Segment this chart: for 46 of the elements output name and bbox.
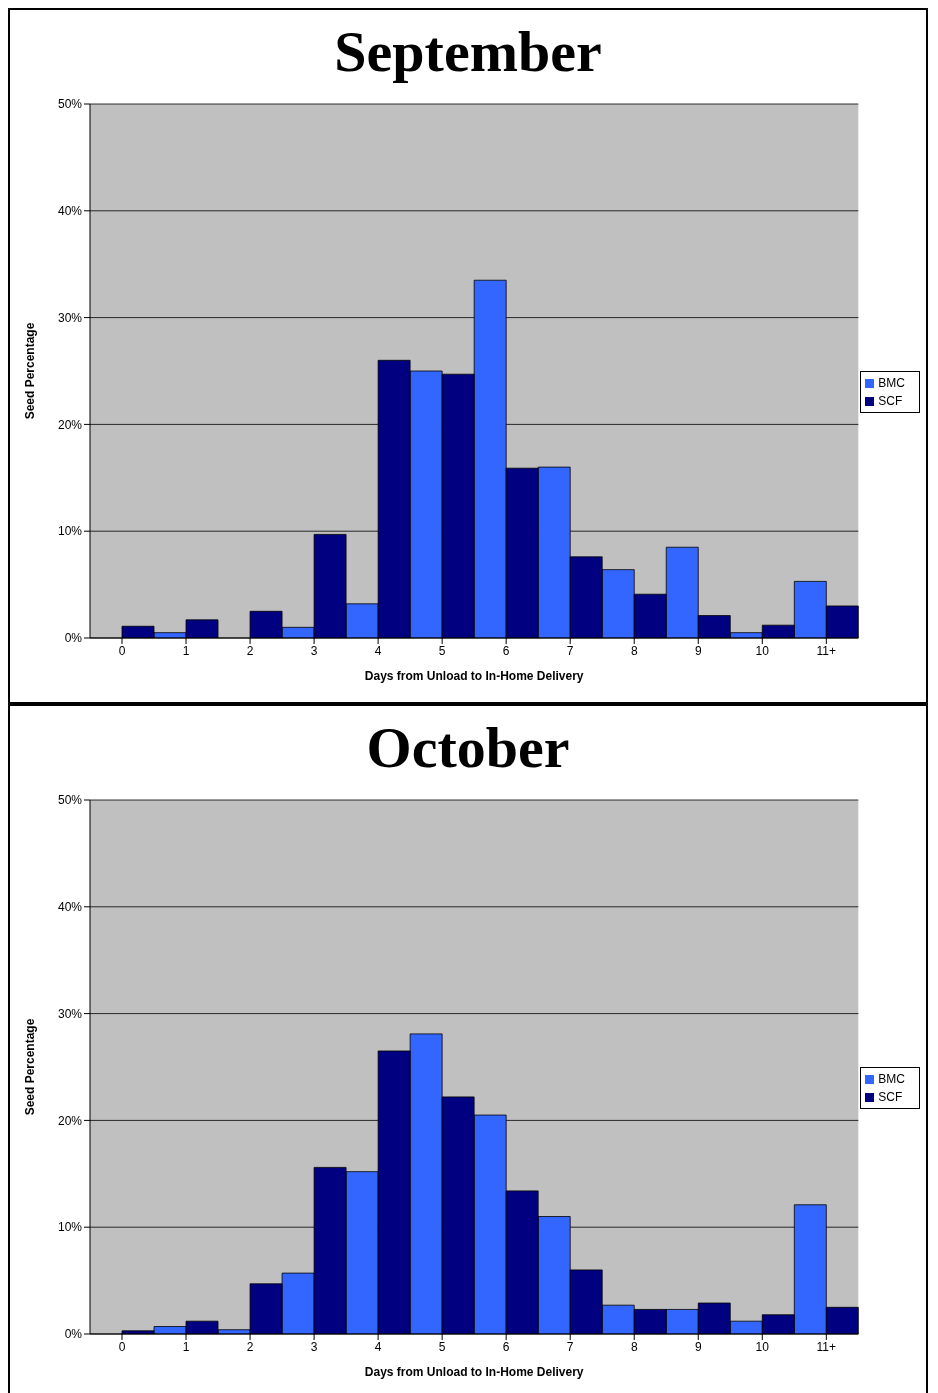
x-tick-label: 0 [118, 1339, 126, 1354]
x-axis-title: Days from Unload to In-Home Delivery [364, 669, 584, 683]
y-tick-label: 20% [57, 1113, 83, 1128]
x-tick-label: 5 [438, 643, 446, 658]
chart-title: September [333, 18, 603, 86]
y-tick-label: 10% [57, 524, 83, 539]
x-tick-label: 0 [118, 643, 126, 658]
x-tick-label: 3 [310, 1339, 318, 1354]
y-tick-label: 50% [57, 793, 83, 808]
x-tick-label: 3 [310, 643, 318, 658]
legend-label: SCF [878, 394, 903, 408]
x-tick-label: 9 [694, 1339, 702, 1354]
y-tick-label: 0% [64, 631, 83, 646]
x-axis-title: Days from Unload to In-Home Delivery [364, 1365, 584, 1379]
y-axis-title: Seed Percentage [23, 322, 38, 420]
x-tick-label: 4 [374, 643, 382, 658]
chart-title: October [365, 714, 571, 782]
y-tick-label: 0% [64, 1327, 83, 1342]
x-tick-label: 10 [755, 1339, 770, 1354]
legend-label: BMC [878, 376, 905, 390]
y-tick-label: 20% [57, 417, 83, 432]
y-tick-label: 30% [57, 310, 83, 325]
y-tick-label: 40% [57, 204, 83, 219]
x-tick-label: 2 [246, 1339, 254, 1354]
x-tick-label: 1 [182, 643, 190, 658]
x-tick-label: 6 [502, 643, 510, 658]
legend-label: BMC [878, 1072, 905, 1086]
x-tick-label: 6 [502, 1339, 510, 1354]
x-tick-label: 8 [630, 643, 638, 658]
y-tick-label: 10% [57, 1220, 83, 1235]
x-tick-label: 5 [438, 1339, 446, 1354]
y-tick-label: 40% [57, 900, 83, 915]
x-tick-label: 2 [246, 643, 254, 658]
x-tick-label: 11+ [816, 1339, 837, 1354]
x-tick-label: 1 [182, 1339, 190, 1354]
x-tick-label: 7 [566, 643, 574, 658]
x-tick-label: 11+ [816, 643, 837, 658]
x-tick-label: 9 [694, 643, 702, 658]
x-tick-label: 8 [630, 1339, 638, 1354]
y-axis-title: Seed Percentage [23, 1018, 38, 1116]
x-tick-label: 10 [755, 643, 770, 658]
x-tick-label: 7 [566, 1339, 574, 1354]
y-tick-label: 30% [57, 1006, 83, 1021]
y-tick-label: 50% [57, 97, 83, 112]
legend-label: SCF [878, 1090, 903, 1104]
x-tick-label: 4 [374, 1339, 382, 1354]
